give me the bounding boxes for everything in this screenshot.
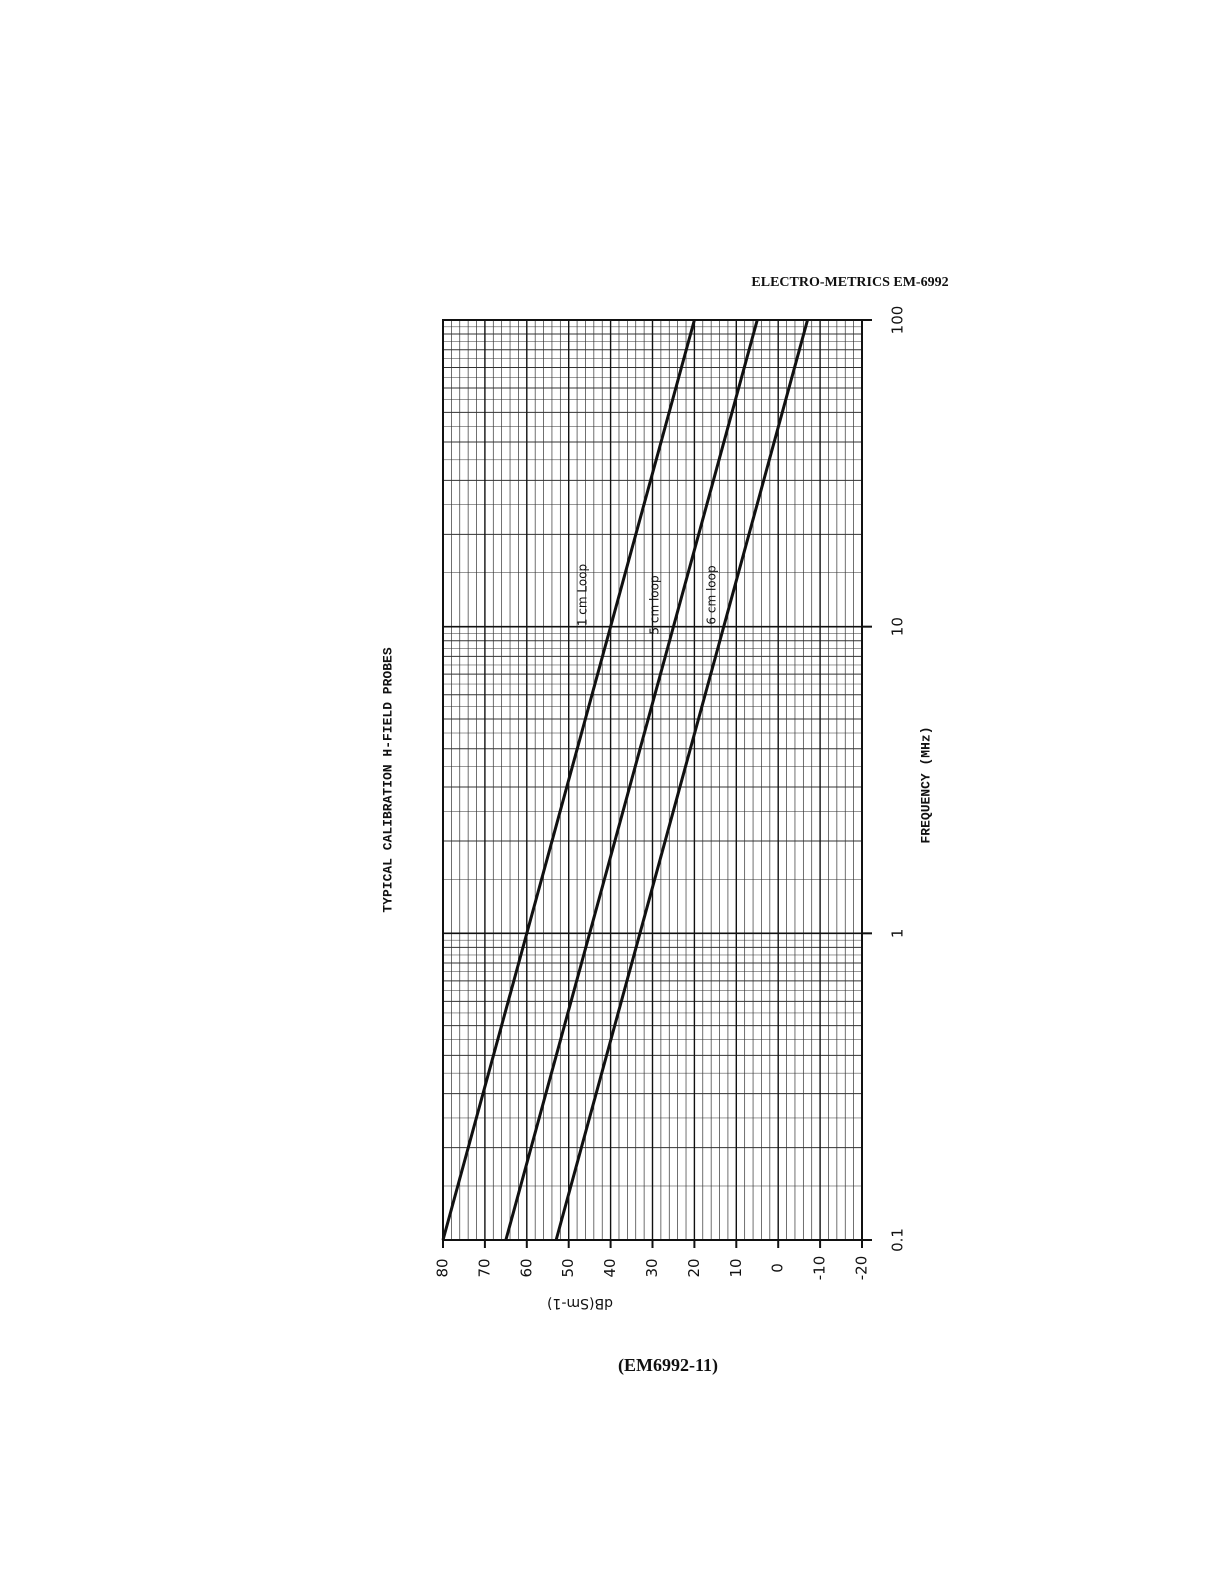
footer: (EM6992-11) <box>618 1355 718 1376</box>
y-tick-label: 0 <box>769 1263 787 1273</box>
line-label: 5 cm loop <box>648 575 662 634</box>
plot-frame <box>442 319 863 1241</box>
series-line <box>504 319 759 1241</box>
x-tick-label: 1 <box>889 929 907 939</box>
y-tick-label: -10 <box>811 1256 829 1281</box>
y-tick-label: 50 <box>559 1258 577 1277</box>
y-axis-label: dB(Sm-1) <box>547 1295 613 1311</box>
series-line <box>441 319 696 1241</box>
y-tick-label: 80 <box>434 1258 452 1277</box>
y-tick-label: 40 <box>601 1258 619 1277</box>
header: ELECTRO-METRICS EM-6992 <box>751 275 948 290</box>
chart-title: TYPICAL CALIBRATION H-FIELD PROBES <box>380 647 395 912</box>
line-label: 6 cm loop <box>705 565 719 624</box>
x-axis-label: FREQUENCY (MHz) <box>918 726 933 843</box>
y-tick-label: -20 <box>853 1256 871 1281</box>
x-tick-label: 10 <box>889 617 907 636</box>
x-tick-label: 0.1 <box>889 1228 907 1252</box>
y-tick-label: 60 <box>517 1258 535 1277</box>
line-label: 1 cm Loop <box>576 564 590 626</box>
series-line <box>554 319 809 1241</box>
y-tick-label: 30 <box>643 1258 661 1277</box>
y-tick-label: 70 <box>475 1258 493 1277</box>
y-tick-label: 20 <box>685 1258 703 1277</box>
y-tick-label: 10 <box>727 1258 745 1277</box>
x-tick-label: 100 <box>889 306 907 335</box>
